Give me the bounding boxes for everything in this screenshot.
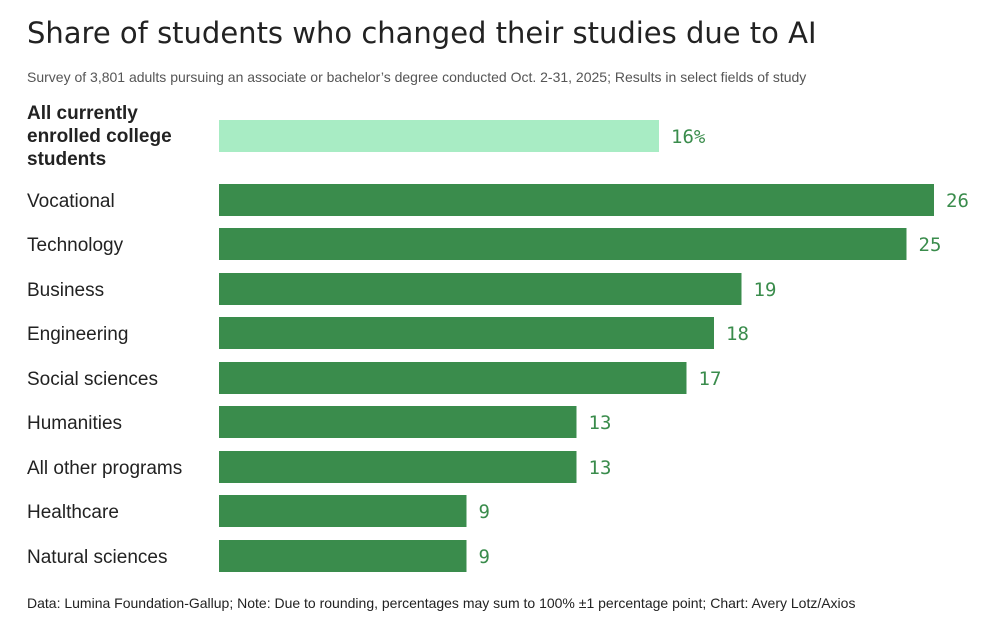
category-label-business: Business xyxy=(27,280,104,301)
category-label-vocational: Vocational xyxy=(27,191,115,212)
bar-all-other-programs xyxy=(219,451,577,483)
value-label-healthcare: 9 xyxy=(479,501,490,523)
bar-healthcare xyxy=(219,495,467,527)
value-label-all-currently-enrolled-college-students: 16% xyxy=(671,126,706,148)
bar-humanities xyxy=(219,406,577,438)
category-label-all-other-programs: All other programs xyxy=(27,458,182,479)
bar-all-currently-enrolled-college-students xyxy=(219,120,659,152)
bar-technology xyxy=(219,228,907,260)
bar-business xyxy=(219,273,742,305)
bar-vocational xyxy=(219,184,934,216)
value-label-engineering: 18 xyxy=(726,323,749,345)
value-label-all-other-programs: 13 xyxy=(589,457,612,479)
value-label-natural-sciences: 9 xyxy=(479,546,490,568)
chart-title: Share of students who changed their stud… xyxy=(27,16,817,50)
bar-natural-sciences xyxy=(219,540,467,572)
value-label-technology: 25 xyxy=(919,234,942,256)
category-label-technology: Technology xyxy=(27,235,124,256)
chart-subtitle: Survey of 3,801 adults pursuing an assoc… xyxy=(27,69,807,85)
value-label-vocational: 26 xyxy=(946,190,969,212)
bar-social-sciences xyxy=(219,362,687,394)
category-label-social-sciences: Social sciences xyxy=(27,369,158,390)
category-label-humanities: Humanities xyxy=(27,413,122,434)
value-label-social-sciences: 17 xyxy=(699,368,722,390)
category-label-natural-sciences: Natural sciences xyxy=(27,547,167,568)
category-label-healthcare: Healthcare xyxy=(27,502,119,523)
category-label-all-currently-enrolled-college-students: All currently enrolled college students xyxy=(27,103,172,170)
value-label-business: 19 xyxy=(754,279,777,301)
category-label-engineering: Engineering xyxy=(27,324,128,345)
value-label-humanities: 13 xyxy=(589,412,612,434)
chart-footer-source-note: Data: Lumina Foundation-Gallup; Note: Du… xyxy=(27,595,856,611)
bar-engineering xyxy=(219,317,714,349)
